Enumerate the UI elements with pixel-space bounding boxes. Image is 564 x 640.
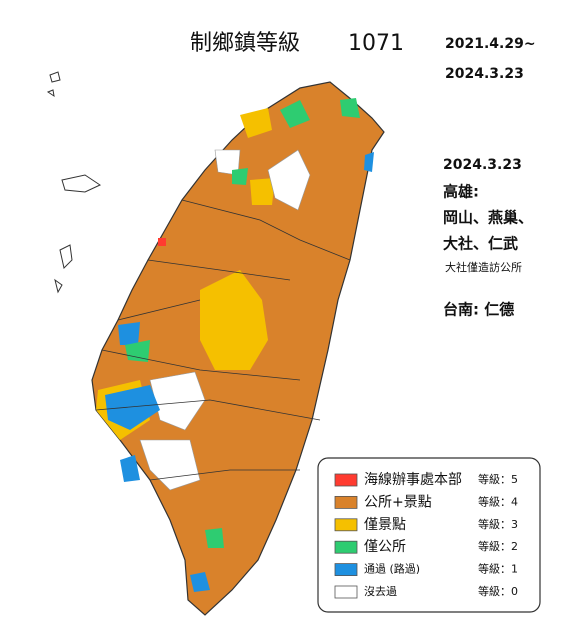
note: 台南: 仁德 — [443, 301, 514, 319]
region-yellow — [200, 270, 268, 370]
kinmen — [61, 174, 102, 193]
legend-level: 等級：3 — [478, 517, 518, 531]
region-green — [232, 168, 248, 185]
region-yellow — [250, 178, 275, 205]
region-green — [125, 340, 150, 362]
legend-level: 等級：2 — [478, 539, 518, 553]
count: 1071 — [348, 31, 404, 56]
note: 岡山、燕巢、 — [443, 209, 533, 227]
legend-level: 等級：4 — [478, 494, 518, 508]
note: 大社、仁武 — [443, 235, 518, 253]
region-blue — [105, 385, 160, 430]
region-white — [267, 149, 311, 211]
region-blue — [190, 572, 210, 592]
legend-label: 沒去過 — [364, 584, 397, 598]
region-blue — [364, 152, 374, 172]
legend: 海線辦事處本部 等級：5 公所+景點 等級：4 僅景點 等級：3 僅公所 等級：2 通過 (路過… — [334, 472, 518, 599]
region-white — [149, 371, 206, 431]
legend-label: 通過 (路過) — [364, 563, 420, 576]
region-green — [340, 98, 360, 118]
date-range: 2024.3.23 — [445, 66, 524, 82]
region-blue — [120, 455, 140, 482]
legend-swatch — [334, 540, 358, 554]
legend-level: 等級：1 — [478, 562, 518, 576]
region-yellow — [240, 108, 272, 138]
region-white — [139, 439, 201, 491]
legend-level: 等級：5 — [478, 472, 518, 486]
note-date: 2024.3.23 — [443, 157, 522, 173]
legend-label: 僅公所 — [364, 539, 406, 555]
note: 大社僅造訪公所 — [445, 260, 522, 274]
legend-swatch — [334, 518, 358, 532]
legend-swatch — [334, 473, 358, 487]
region-red — [158, 238, 166, 246]
region-green — [280, 100, 310, 128]
legend-box — [317, 457, 541, 613]
matsu — [46, 71, 61, 98]
taiwan-map — [46, 71, 385, 616]
legend-level: 等級：0 — [478, 584, 518, 598]
county-borders — [95, 199, 351, 481]
date-range: 2021.4.29~ — [445, 36, 536, 52]
region-blue — [118, 322, 140, 345]
legend-swatch — [334, 563, 358, 576]
legend-swatch — [334, 585, 358, 599]
title: 制鄉鎮等級 — [190, 31, 300, 56]
legend-label: 僅景點 — [364, 517, 406, 533]
legend-swatch — [334, 495, 358, 509]
region-green — [205, 528, 224, 548]
note: 高雄: — [443, 183, 479, 201]
legend-label: 海線辦事處本部 — [364, 472, 462, 488]
penghu — [54, 244, 73, 294]
legend-label: 公所+景點 — [364, 494, 432, 510]
